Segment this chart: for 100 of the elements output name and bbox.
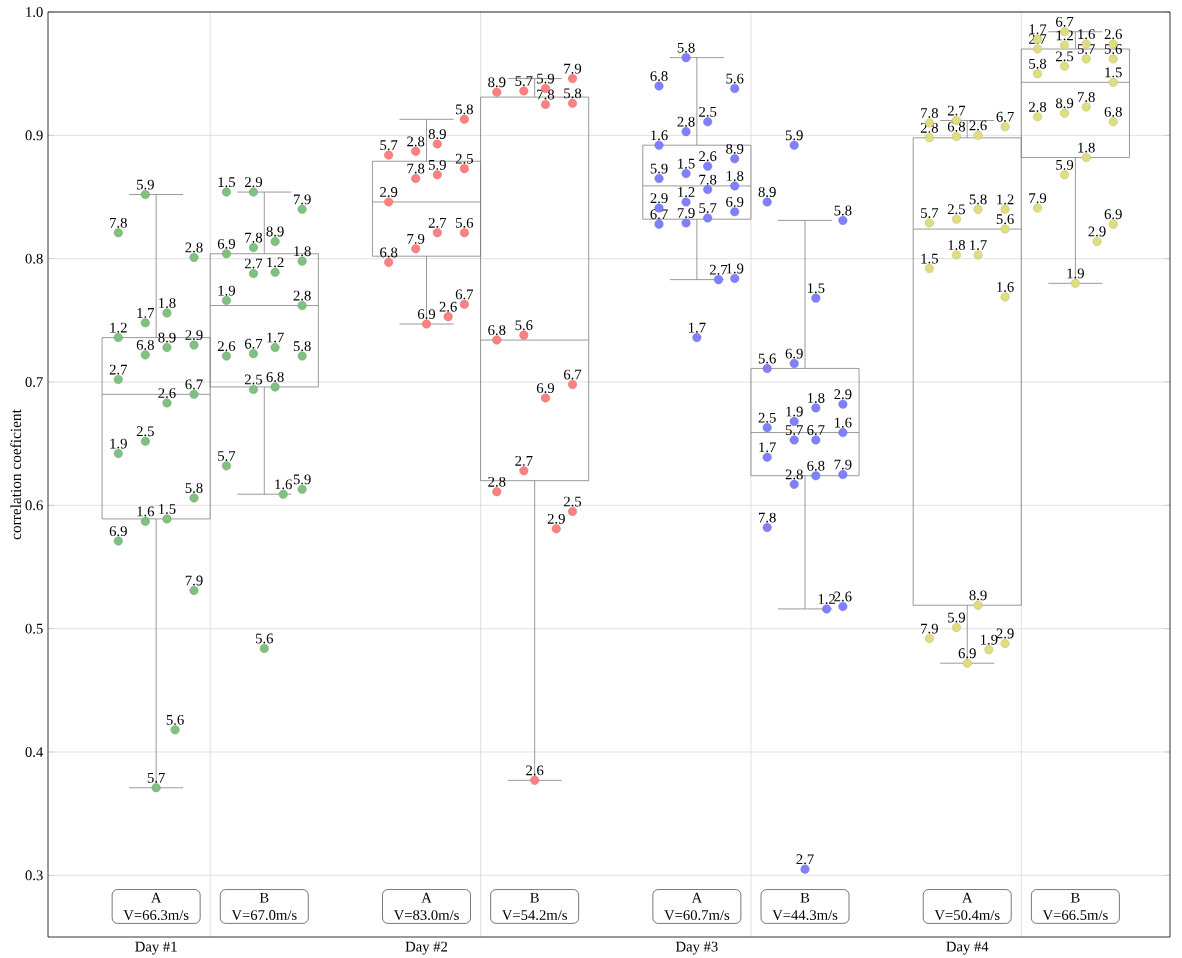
point: [762, 423, 772, 433]
point: [568, 98, 577, 108]
point: [189, 389, 199, 399]
annotation: 2.8: [488, 476, 506, 487]
point: [838, 602, 848, 611]
annotation: V=50.4m/s: [934, 910, 1000, 921]
point: [432, 170, 442, 180]
point: [259, 643, 269, 653]
point: [297, 204, 307, 214]
annotation: 1.2: [818, 594, 836, 604]
annotation: 7.9: [564, 63, 582, 74]
point: [730, 84, 740, 93]
point: [221, 249, 231, 259]
y-tick-label: 0.9: [25, 130, 43, 141]
annotation: 5.6: [1104, 44, 1122, 54]
point: [519, 330, 529, 340]
annotation: 1.8: [294, 246, 311, 257]
annotation: 8.9: [758, 187, 776, 197]
annotation: 6.8: [136, 339, 154, 350]
annotation: 2.6: [699, 151, 717, 162]
x-tick-label: Day #2: [405, 941, 448, 955]
point: [681, 197, 691, 207]
annotation: 1.2: [267, 257, 284, 268]
point: [297, 256, 307, 266]
annotation: 2.8: [677, 116, 695, 127]
point: [681, 127, 691, 137]
annotation: 1.7: [267, 332, 284, 343]
annotation: 6.9: [109, 526, 127, 537]
point: [113, 449, 123, 458]
point: [459, 164, 469, 174]
annotation: 7.8: [245, 232, 263, 243]
annotation: 2.7: [709, 264, 728, 275]
y-tick-label: 1.0: [26, 7, 43, 17]
point: [1060, 170, 1070, 180]
point: [789, 435, 799, 445]
point: [703, 161, 713, 171]
annotation: 1.9: [786, 406, 803, 417]
point: [249, 269, 258, 278]
annotation: 6.8: [947, 121, 966, 132]
point: [568, 507, 577, 516]
point: [140, 190, 150, 199]
annotation: 5.8: [456, 104, 473, 115]
point: [221, 296, 231, 306]
annotation: A: [151, 892, 162, 903]
annotation: V=83.0m/s: [393, 910, 459, 921]
annotation: 5.8: [185, 483, 203, 493]
point: [762, 363, 772, 373]
point: [411, 174, 421, 183]
point: [519, 86, 529, 96]
annotation: 1.2: [997, 194, 1014, 205]
annotation: 6.9: [1104, 209, 1122, 220]
point: [221, 187, 231, 197]
annotation: 5.7: [380, 140, 398, 151]
point: [714, 275, 723, 285]
annotation: 1.7: [137, 307, 155, 318]
point: [1081, 54, 1091, 64]
point: [162, 514, 172, 524]
point: [1092, 236, 1102, 246]
annotation: 2.7: [428, 217, 447, 228]
annotation: 8.9: [488, 77, 506, 88]
annotation: 2.7: [515, 455, 533, 466]
annotation: 2.8: [920, 122, 938, 133]
annotation: 7.8: [921, 108, 938, 119]
annotation: 2.5: [947, 204, 966, 215]
annotation: 5.9: [650, 163, 668, 174]
annotation: 6.9: [217, 238, 236, 249]
point: [1033, 203, 1042, 213]
annotation: 2.8: [785, 469, 803, 480]
annotation: 7.8: [537, 89, 555, 100]
annotation: V=60.7m/s: [664, 910, 730, 921]
point: [1081, 153, 1091, 162]
annotation: 5.8: [1029, 58, 1047, 69]
point: [1060, 108, 1070, 118]
point: [162, 343, 172, 352]
annotation: 6.7: [563, 369, 582, 380]
annotation: 5.9: [293, 474, 311, 485]
annotation: 5.8: [564, 88, 582, 99]
point: [384, 150, 394, 160]
point: [411, 146, 421, 156]
point: [924, 218, 934, 228]
annotation: 2.9: [834, 389, 852, 400]
annotation: 2.6: [969, 120, 987, 131]
point: [789, 479, 799, 489]
annotation: 5.6: [255, 633, 274, 644]
point: [730, 273, 740, 283]
point: [249, 349, 258, 359]
point: [962, 658, 972, 668]
annotation: 1.7: [970, 240, 987, 251]
annotation: 7.9: [185, 575, 203, 586]
annotation: 2.5: [1056, 51, 1074, 62]
point: [924, 634, 934, 643]
annotation: 1.9: [726, 263, 744, 274]
annotation: 8.9: [969, 590, 987, 601]
annotation: 2.9: [185, 330, 203, 341]
annotation: 5.6: [726, 73, 744, 84]
annotation: 1.7: [1029, 24, 1047, 35]
annotation: 5.9: [137, 179, 154, 190]
point: [443, 312, 453, 322]
annotation: 8.9: [266, 226, 284, 237]
point: [140, 318, 150, 328]
